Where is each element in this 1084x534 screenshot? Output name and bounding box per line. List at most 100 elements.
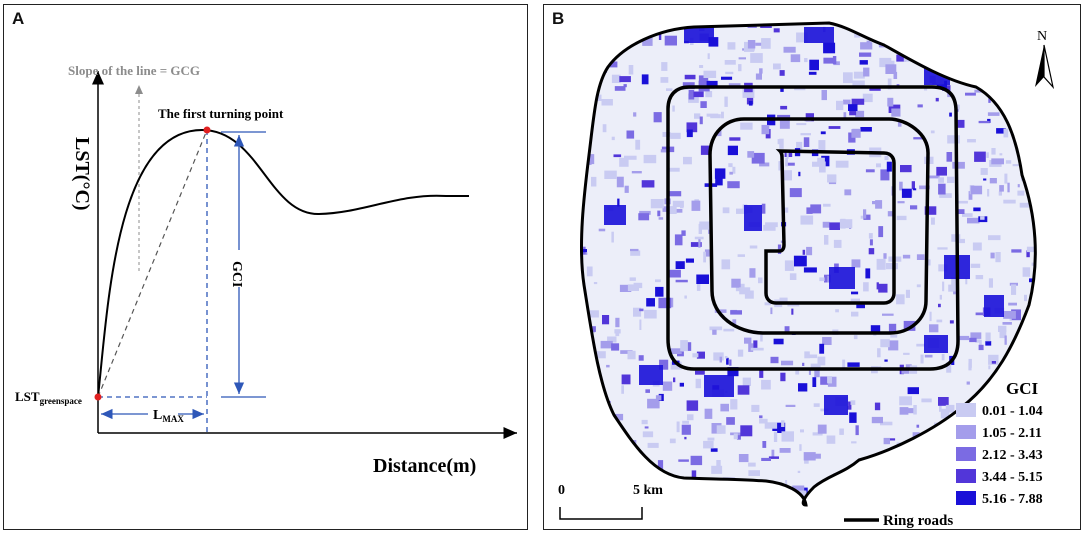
greenspace-patch <box>618 466 629 469</box>
greenspace-patch <box>988 365 991 370</box>
greenspace-patch <box>724 96 728 107</box>
greenspace-patch <box>681 424 691 435</box>
greenspace-patch <box>995 252 1001 263</box>
greenspace-patch <box>716 425 726 434</box>
greenspace-patch <box>812 377 817 387</box>
greenspace-patch <box>788 499 801 504</box>
greenspace-patch <box>880 469 891 474</box>
greenspace-patch <box>990 252 995 259</box>
greenspace-patch <box>787 303 800 307</box>
greenspace-patch <box>664 485 675 493</box>
x-axis-label: Distance(m) <box>373 455 476 477</box>
greenspace-patch <box>581 338 586 343</box>
greenspace-patch <box>888 496 897 505</box>
greenspace-patch <box>988 354 999 365</box>
greenspace-patch <box>916 343 926 347</box>
greenspace-patch <box>762 481 773 492</box>
greenspace-patch <box>947 135 960 144</box>
greenspace-patch <box>669 167 680 172</box>
greenspace-patch <box>887 78 892 90</box>
greenspace-patch <box>679 382 684 387</box>
greenspace-patch <box>827 376 837 387</box>
greenspace-patch <box>773 28 780 33</box>
greenspace-patch <box>595 351 606 359</box>
greenspace-patch <box>952 503 958 505</box>
greenspace-patch <box>760 332 763 342</box>
greenspace-patch <box>746 95 754 105</box>
greenspace-patch <box>1037 118 1042 127</box>
greenspace-patch <box>650 199 664 209</box>
greenspace-patch <box>851 259 861 268</box>
greenspace-patch <box>604 205 626 225</box>
greenspace-patch <box>836 100 844 111</box>
greenspace-patch <box>974 89 983 93</box>
greenspace-patch <box>779 448 791 453</box>
greenspace-patch <box>600 340 613 349</box>
greenspace-patch <box>946 362 952 373</box>
greenspace-patch <box>698 75 709 81</box>
greenspace-patch <box>924 354 933 358</box>
greenspace-patch <box>1038 394 1043 398</box>
greenspace-patch <box>942 281 945 292</box>
greenspace-patch <box>1011 249 1022 253</box>
greenspace-patch <box>990 61 994 73</box>
greenspace-patch <box>923 51 929 59</box>
greenspace-patch <box>581 249 587 253</box>
greenspace-patch <box>844 189 852 196</box>
greenspace-patch <box>777 114 791 119</box>
legend-label: 3.44 - 5.15 <box>982 470 1043 485</box>
greenspace-patch <box>967 217 980 224</box>
greenspace-patch <box>605 441 612 445</box>
greenspace-patch <box>744 205 762 231</box>
greenspace-patch <box>980 216 985 220</box>
greenspace-patch <box>822 221 830 228</box>
greenspace-patch <box>740 502 749 505</box>
greenspace-patch <box>812 161 820 167</box>
greenspace-patch <box>968 191 973 200</box>
greenspace-patch <box>693 91 704 98</box>
greenspace-patch <box>639 365 663 385</box>
greenspace-patch <box>730 310 742 315</box>
greenspace-patch <box>1007 38 1016 42</box>
greenspace-patch <box>700 101 707 108</box>
greenspace-patch <box>905 364 912 369</box>
greenspace-patch <box>875 200 883 209</box>
greenspace-patch <box>804 58 808 63</box>
greenspace-patch <box>800 429 804 433</box>
greenspace-patch <box>954 416 959 424</box>
greenspace-patch <box>779 70 785 76</box>
greenspace-patch <box>970 43 974 50</box>
greenspace-patch <box>963 65 977 68</box>
greenspace-patch <box>963 59 968 71</box>
greenspace-patch <box>690 242 702 247</box>
greenspace-patch <box>913 442 925 447</box>
greenspace-patch <box>703 251 706 263</box>
greenspace-patch <box>809 59 819 71</box>
greenspace-patch <box>773 63 781 70</box>
greenspace-patch <box>585 106 593 112</box>
greenspace-patch <box>710 114 721 119</box>
greenspace-patch <box>916 424 920 428</box>
greenspace-patch <box>975 312 987 316</box>
greenspace-patch <box>823 42 836 54</box>
greenspace-patch <box>722 207 730 214</box>
greenspace-patch <box>1017 190 1025 196</box>
greenspace-patch <box>695 370 705 375</box>
greenspace-patch <box>887 211 895 217</box>
greenspace-patch <box>821 155 830 167</box>
greenspace-patch <box>586 489 599 495</box>
greenspace-patch <box>949 320 954 324</box>
greenspace-patch <box>887 460 892 468</box>
greenspace-patch <box>682 420 689 424</box>
greenspace-patch <box>655 395 662 401</box>
greenspace-patch <box>856 493 869 500</box>
greenspace-patch <box>858 30 863 33</box>
legend-title: GCI <box>1006 379 1039 398</box>
greenspace-patch <box>641 74 649 85</box>
greenspace-patch <box>729 171 733 175</box>
greenspace-patch <box>1024 95 1036 99</box>
greenspace-patch <box>688 90 695 100</box>
greenspace-patch <box>696 282 701 291</box>
greenspace-patch <box>951 276 959 286</box>
greenspace-patch <box>624 185 629 193</box>
